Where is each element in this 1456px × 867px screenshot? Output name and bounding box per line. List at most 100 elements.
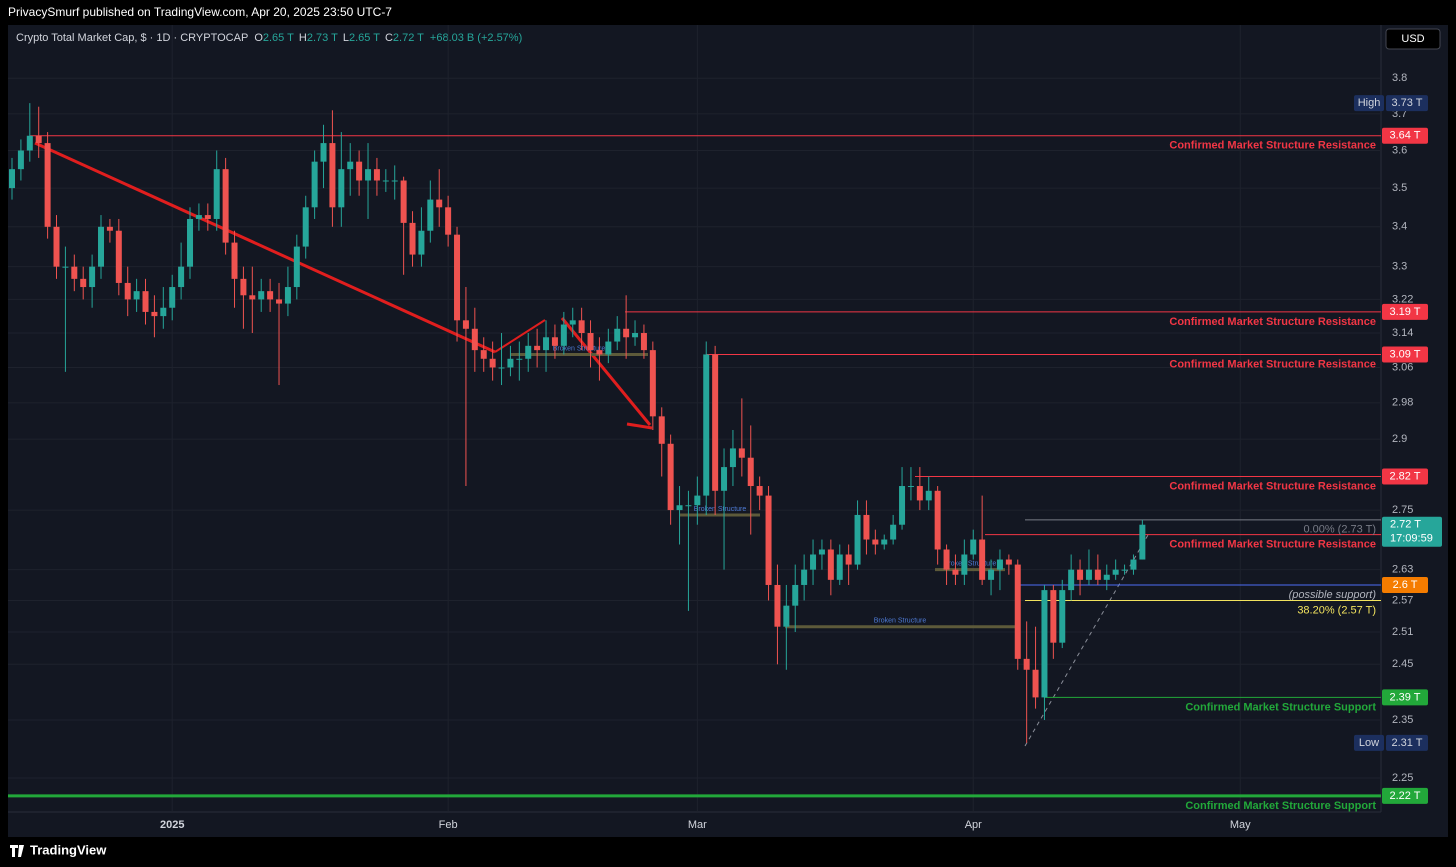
candle-body [178, 266, 185, 288]
y-tick-label: 3.06 [1392, 361, 1413, 373]
last-price-label: 2.72 T [1390, 519, 1421, 531]
level-tag-label: 2.82 T [1390, 470, 1421, 482]
candle-body [498, 367, 505, 369]
candle-body [765, 495, 772, 585]
candle-body [106, 226, 113, 231]
trend-line [560, 317, 652, 426]
candle-body [222, 169, 229, 243]
candle-body [454, 234, 461, 321]
y-tick-label: 3.5 [1392, 182, 1407, 194]
candle-body [507, 358, 514, 368]
candle-body [382, 180, 389, 182]
candle-body [783, 605, 790, 627]
publisher: PrivacySmurf published on TradingView.co… [8, 5, 392, 19]
candle-body [1014, 564, 1021, 659]
x-tick-label: Mar [688, 819, 707, 831]
candle-body [409, 222, 416, 255]
candle-body [391, 180, 398, 182]
brand-logo [10, 845, 24, 857]
candle-body [863, 514, 870, 540]
ohlc-key: L [343, 32, 349, 44]
trend-line [34, 141, 496, 354]
candle-body [311, 161, 318, 208]
level-tag-label: 2.22 T [1390, 790, 1421, 802]
extreme-price: 3.73 T [1392, 97, 1423, 109]
y-tick-label: 3.14 [1392, 327, 1413, 339]
price-axis: 3.83.73.63.53.43.33.223.143.062.982.92.7… [1354, 72, 1442, 804]
candle-body [35, 135, 42, 144]
candle-body [329, 143, 336, 208]
candle-body [462, 320, 469, 329]
level-tag-label: 2.39 T [1390, 691, 1421, 703]
candle-body [480, 350, 487, 359]
candle-body [845, 554, 852, 565]
level-note: Confirmed Market Structure Resistance [1169, 480, 1376, 492]
candle-body [356, 161, 363, 181]
y-tick-label: 3.8 [1392, 72, 1407, 84]
currency-button[interactable] [1385, 28, 1441, 50]
y-tick-label: 3.4 [1392, 221, 1407, 233]
candle-body [160, 307, 167, 317]
candle-body [596, 350, 603, 355]
last-price-box [1382, 516, 1442, 547]
level-tag-box [1382, 787, 1428, 804]
level-tag-box [1382, 346, 1428, 363]
candle-body [569, 320, 576, 325]
candle-body [115, 230, 122, 283]
candle-body [543, 337, 550, 351]
candle-body [427, 199, 434, 231]
y-tick-label: 3.22 [1392, 293, 1413, 305]
candle-body [658, 416, 665, 444]
candle-body [925, 490, 932, 501]
candles [9, 103, 1146, 743]
candle-body [53, 226, 60, 267]
candle-body [747, 457, 754, 487]
candle-body [694, 495, 701, 506]
plot: Broken Structure Broken Structure Broken S… [8, 25, 1381, 812]
candle-body [649, 350, 656, 417]
candle-body [9, 169, 16, 189]
candle-body [551, 337, 558, 346]
countdown: 17:09:59 [1390, 533, 1433, 545]
candle-body [872, 539, 879, 545]
candle-body [738, 448, 745, 458]
y-tick-label: 2.98 [1392, 397, 1413, 409]
candle-body [756, 486, 763, 496]
support-note: (possible support) [1289, 589, 1377, 601]
candle-body [685, 505, 692, 507]
candle-body [810, 554, 817, 570]
candle-body [632, 333, 639, 338]
candle-body [881, 539, 888, 545]
candle-body [142, 291, 149, 312]
level-note: Confirmed Market Structure Resistance [1169, 316, 1376, 328]
candle-body [587, 333, 594, 351]
candle-body [979, 539, 986, 580]
candle-body [988, 569, 995, 580]
fib-label: 0.00% (2.73 T) [1303, 524, 1376, 536]
candle-body [471, 328, 478, 351]
currency-label[interactable]: USD [1401, 33, 1424, 45]
candle-body [1041, 590, 1048, 698]
candle-body [614, 328, 621, 342]
broken-structure-label: Broken Structure [553, 345, 606, 352]
candle-body [267, 291, 274, 300]
annotations: Broken Structure Broken Structure Broken S… [8, 135, 1381, 812]
extreme-price-box [1386, 734, 1428, 751]
candle-body [836, 554, 843, 580]
candle-body [961, 554, 968, 575]
candle-body [195, 215, 202, 219]
y-tick-label: 2.45 [1392, 658, 1413, 670]
extreme-price-box [1386, 95, 1428, 112]
candle-body [44, 143, 51, 227]
candle-body [916, 486, 923, 501]
y-tick-label: 2.35 [1392, 714, 1413, 726]
candle-body [249, 295, 256, 300]
candle-body [293, 246, 300, 288]
candle-body [534, 345, 541, 351]
candle-body [276, 299, 283, 304]
candle-body [302, 207, 309, 247]
candle-body [133, 291, 140, 300]
candle-body [721, 467, 728, 491]
candle-body [89, 266, 96, 288]
